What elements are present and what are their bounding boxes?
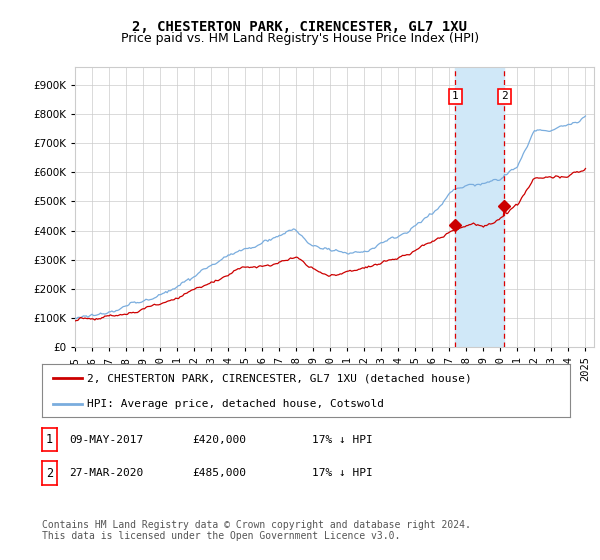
Text: £420,000: £420,000 bbox=[192, 435, 246, 445]
Text: Contains HM Land Registry data © Crown copyright and database right 2024.
This d: Contains HM Land Registry data © Crown c… bbox=[42, 520, 471, 542]
Text: HPI: Average price, detached house, Cotswold: HPI: Average price, detached house, Cots… bbox=[87, 399, 384, 409]
Text: 1: 1 bbox=[46, 433, 53, 446]
Text: 2, CHESTERTON PARK, CIRENCESTER, GL7 1XU: 2, CHESTERTON PARK, CIRENCESTER, GL7 1XU bbox=[133, 20, 467, 34]
Text: 2, CHESTERTON PARK, CIRENCESTER, GL7 1XU (detached house): 2, CHESTERTON PARK, CIRENCESTER, GL7 1XU… bbox=[87, 374, 472, 384]
Text: 1: 1 bbox=[452, 91, 459, 101]
Text: 2: 2 bbox=[46, 466, 53, 480]
Text: £485,000: £485,000 bbox=[192, 468, 246, 478]
Text: Price paid vs. HM Land Registry's House Price Index (HPI): Price paid vs. HM Land Registry's House … bbox=[121, 32, 479, 45]
Text: 09-MAY-2017: 09-MAY-2017 bbox=[69, 435, 143, 445]
Text: 17% ↓ HPI: 17% ↓ HPI bbox=[312, 435, 373, 445]
Text: 27-MAR-2020: 27-MAR-2020 bbox=[69, 468, 143, 478]
Text: 2: 2 bbox=[501, 91, 508, 101]
Text: 17% ↓ HPI: 17% ↓ HPI bbox=[312, 468, 373, 478]
Bar bbox=[455, 67, 505, 347]
